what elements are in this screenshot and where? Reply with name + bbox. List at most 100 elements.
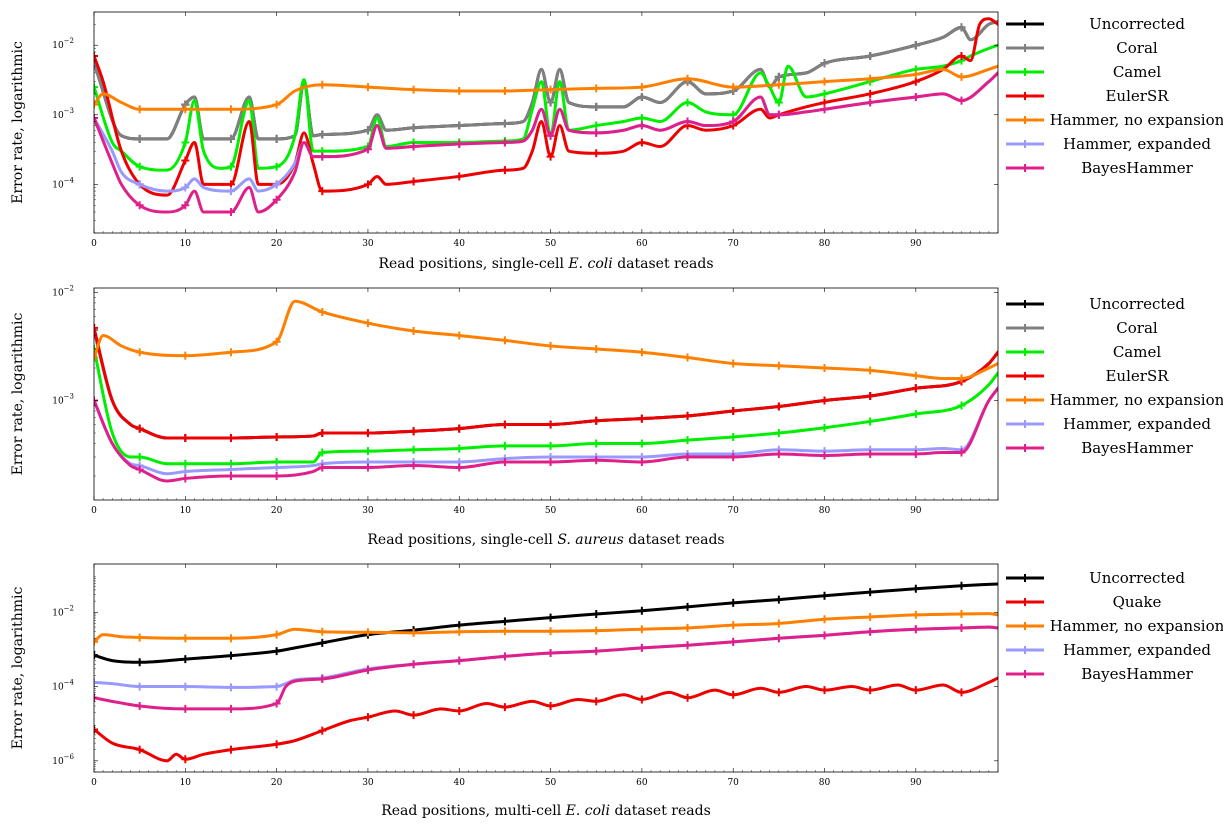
x-tick-label: 0: [91, 778, 97, 788]
data-point-quake: [181, 755, 190, 764]
data-point-hammer-no-expansion: [774, 619, 783, 628]
data-point-hammer-expanded: [226, 683, 235, 692]
data-point-eulersr: [409, 177, 418, 186]
x-tick-label: 50: [545, 239, 557, 249]
data-point-bayeshammer: [911, 449, 920, 458]
legend-marker-bayeshammer: [1021, 670, 1029, 678]
legend-label-bayeshammer: BayesHammer: [1081, 439, 1193, 457]
data-point-hammer-expanded: [181, 467, 190, 476]
data-point-hammer-no-expansion: [592, 84, 601, 93]
x-axis-label: Read positions, single-cell E. coli data…: [378, 256, 713, 272]
data-point-hammer-no-expansion: [546, 341, 555, 350]
legend-marker-bayeshammer: [1021, 444, 1029, 452]
x-tick-label: 40: [454, 778, 466, 788]
data-point-camel: [500, 441, 509, 450]
data-point-eulersr: [820, 98, 829, 107]
data-point-bayeshammer: [683, 117, 692, 126]
data-point-eulersr: [911, 77, 920, 86]
data-point-camel: [592, 439, 601, 448]
data-point-bayeshammer: [94, 693, 98, 702]
data-point-hammer-expanded: [181, 183, 190, 192]
data-point-bayeshammer: [683, 453, 692, 462]
x-tick-label: 50: [545, 778, 557, 788]
data-point-uncorrected: [820, 591, 829, 600]
data-point-camel: [546, 441, 555, 450]
data-point-hammer-no-expansion: [729, 83, 738, 92]
data-point-hammer-no-expansion: [820, 77, 829, 86]
data-point-bayeshammer: [820, 631, 829, 640]
data-point-eulersr: [957, 51, 966, 60]
x-tick-label: 30: [362, 778, 374, 788]
data-point-camel: [181, 138, 190, 147]
data-point-uncorrected: [181, 655, 190, 664]
data-point-bayeshammer: [911, 625, 920, 634]
series-line-bayeshammer: [94, 71, 998, 214]
data-point-camel: [226, 162, 235, 171]
data-point-camel: [272, 162, 281, 171]
data-point-hammer-no-expansion: [774, 361, 783, 370]
series-group: [94, 299, 998, 483]
data-point-uncorrected: [318, 638, 327, 647]
data-point-hammer-no-expansion: [135, 105, 144, 114]
data-point-camel: [94, 83, 98, 92]
data-point-hammer-no-expansion: [135, 348, 144, 357]
x-tick-label: 20: [271, 778, 283, 788]
legend-label-hammer-no-expansion: Hammer, no expansion: [1050, 617, 1223, 635]
x-tick-label: 20: [271, 506, 283, 516]
data-point-bayeshammer: [592, 128, 601, 137]
y-tick-label: 10−4: [52, 679, 74, 693]
plot-frame: [93, 11, 999, 234]
data-point-camel: [637, 113, 646, 122]
data-point-hammer-no-expansion: [592, 626, 601, 635]
data-point-quake: [774, 688, 783, 697]
data-point-bayeshammer: [272, 699, 281, 708]
data-point-camel: [592, 121, 601, 130]
data-point-eulersr: [272, 432, 281, 441]
data-point-eulersr: [729, 406, 738, 415]
data-point-camel: [637, 439, 646, 448]
chart-panel-1: 0 10 20 30 40 50 60 70 80 90 10−4 10−3 10−2 Error rat…: [10, 11, 1223, 272]
data-point-bayeshammer: [637, 643, 646, 652]
data-point-bayeshammer: [409, 660, 418, 669]
data-point-hammer-no-expansion: [135, 633, 144, 642]
data-point-camel: [729, 432, 738, 441]
data-point-eulersr: [409, 427, 418, 436]
series-line-coral: [94, 19, 998, 141]
data-point-hammer-no-expansion: [911, 610, 920, 619]
data-point-hammer-no-expansion: [272, 337, 281, 346]
x-tick-label: 90: [910, 239, 922, 249]
data-point-bayeshammer: [318, 463, 327, 472]
legend-marker-coral: [1021, 44, 1029, 52]
x-tick-label: 40: [454, 239, 466, 249]
data-point-bayeshammer: [500, 138, 509, 147]
data-point-eulersr: [318, 187, 327, 196]
legend-marker-coral: [1021, 324, 1029, 332]
data-point-hammer-expanded: [135, 682, 144, 691]
data-point-uncorrected: [957, 581, 966, 590]
plot-frame: [93, 563, 999, 773]
data-point-quake: [318, 726, 327, 735]
data-point-hammer-no-expansion: [637, 348, 646, 357]
data-point-quake: [820, 686, 829, 695]
data-point-hammer-no-expansion: [226, 348, 235, 357]
x-tick-label: 10: [180, 778, 192, 788]
data-point-hammer-no-expansion: [637, 83, 646, 92]
data-point-hammer-no-expansion: [866, 366, 875, 375]
data-point-camel: [181, 459, 190, 468]
data-point-hammer-no-expansion: [318, 80, 327, 89]
data-point-hammer-no-expansion: [455, 627, 464, 636]
data-point-coral: [637, 93, 646, 102]
data-point-bayeshammer: [318, 674, 327, 683]
data-point-uncorrected: [911, 584, 920, 593]
x-tick-label: 90: [910, 778, 922, 788]
legend-marker-uncorrected: [1021, 574, 1029, 582]
data-point-eulersr: [94, 323, 98, 332]
legend-marker-eulersr: [1021, 92, 1029, 100]
data-point-eulersr: [455, 172, 464, 181]
data-point-hammer-no-expansion: [637, 625, 646, 634]
series-group: [94, 581, 998, 764]
data-point-bayeshammer: [135, 201, 144, 210]
data-point-coral: [500, 119, 509, 128]
chart-panel-3: 0 10 20 30 40 50 60 70 80 90 10−6 10−4 10−2 Error rat…: [10, 563, 1223, 819]
